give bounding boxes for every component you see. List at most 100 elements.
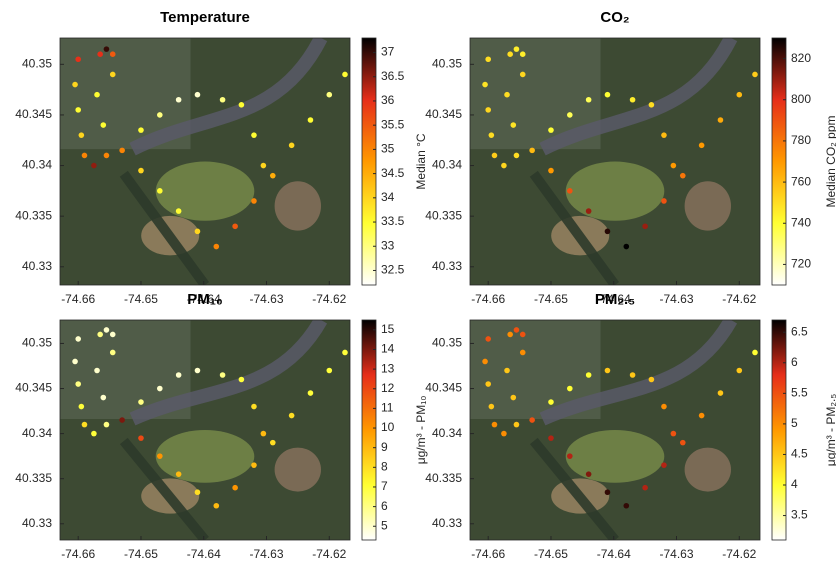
colorbar-tick-label: 35: [381, 142, 395, 156]
data-point: [261, 163, 267, 169]
data-point: [195, 229, 201, 235]
data-point: [680, 173, 686, 179]
field: [566, 430, 665, 483]
data-point: [520, 72, 526, 78]
y-tick-label: 40.33: [432, 259, 462, 273]
data-point: [504, 92, 510, 98]
x-tick-label: -74.63: [659, 292, 693, 306]
colorbar-tick-label: 9: [381, 440, 388, 454]
y-tick-label: 40.35: [22, 336, 52, 350]
y-tick-label: 40.35: [432, 56, 462, 70]
x-tick-label: -74.65: [534, 547, 568, 561]
data-point: [485, 381, 491, 387]
data-point: [504, 368, 510, 374]
data-point: [138, 127, 144, 133]
colorbar-tick-label: 34: [381, 190, 395, 204]
data-point: [104, 153, 110, 159]
data-point: [138, 399, 144, 405]
data-point: [605, 92, 611, 98]
data-point: [176, 208, 182, 214]
data-point: [736, 368, 742, 374]
data-point: [239, 102, 245, 108]
data-point: [529, 148, 535, 154]
y-tick-label: 40.34: [22, 426, 52, 440]
x-tick-label: -74.63: [249, 292, 283, 306]
data-point: [520, 51, 526, 57]
colorbar-tick-label: 6: [791, 355, 798, 369]
chart-title: CO₂: [600, 9, 629, 26]
data-point: [239, 377, 245, 383]
y-tick-label: 40.33: [22, 259, 52, 273]
data-point: [289, 143, 295, 149]
x-tick-label: -74.66: [61, 547, 95, 561]
colorbar-tick-label: 4: [791, 477, 798, 491]
data-point: [79, 132, 85, 138]
data-point: [220, 372, 226, 378]
data-point: [482, 82, 488, 88]
data-point: [529, 417, 535, 423]
data-point: [630, 372, 636, 378]
data-point: [699, 143, 705, 149]
data-point: [251, 132, 257, 138]
data-point: [507, 51, 513, 57]
data-point: [94, 368, 100, 374]
data-point: [72, 359, 78, 365]
chart-title: Temperature: [160, 9, 250, 26]
data-point: [195, 92, 201, 98]
data-point: [514, 46, 520, 52]
colorbar-tick-label: 4.5: [791, 447, 808, 461]
data-point: [492, 153, 498, 159]
y-tick-label: 40.335: [15, 471, 52, 485]
data-point: [94, 92, 100, 98]
data-point: [482, 359, 488, 365]
data-point: [97, 332, 103, 338]
data-point: [119, 417, 125, 423]
data-point: [605, 229, 611, 235]
data-point: [232, 485, 238, 491]
x-tick-label: -74.66: [471, 292, 505, 306]
data-point: [649, 102, 655, 108]
data-point: [507, 332, 513, 338]
data-point: [752, 350, 758, 356]
data-point: [514, 153, 520, 159]
y-tick-label: 40.35: [22, 56, 52, 70]
data-point: [261, 431, 267, 437]
colorbar: [772, 320, 786, 540]
data-point: [548, 435, 554, 441]
data-point: [661, 198, 667, 204]
data-point: [492, 422, 498, 428]
y-tick-label: 40.33: [432, 516, 462, 530]
colorbar-tick-label: 36: [381, 93, 395, 107]
x-tick-label: -74.62: [722, 547, 756, 561]
data-point: [138, 435, 144, 441]
x-tick-label: -74.63: [249, 547, 283, 561]
data-point: [119, 148, 125, 154]
x-tick-label: -74.62: [312, 547, 346, 561]
data-point: [548, 168, 554, 174]
page: Temperature40.3340.33540.3440.34540.35-7…: [0, 0, 836, 562]
data-point: [157, 453, 163, 459]
colorbar-tick-label: 37: [381, 45, 395, 59]
data-point: [752, 72, 758, 78]
map-background: [60, 320, 350, 540]
data-point: [72, 82, 78, 88]
data-point: [567, 386, 573, 392]
map-background: [60, 38, 350, 285]
x-tick-label: -74.65: [534, 292, 568, 306]
data-point: [661, 404, 667, 410]
data-point: [195, 368, 201, 374]
data-point: [82, 153, 88, 159]
colorbar-label: Median °C: [414, 133, 428, 189]
colorbar-tick-label: 3.5: [791, 508, 808, 522]
data-point: [195, 489, 201, 495]
data-point: [75, 56, 81, 62]
data-point: [251, 198, 257, 204]
colorbar-tick-label: 720: [791, 257, 811, 271]
x-tick-label: -74.65: [124, 292, 158, 306]
y-tick-label: 40.35: [432, 336, 462, 350]
colorbar-tick-label: 34.5: [381, 166, 405, 180]
data-point: [649, 377, 655, 383]
data-point: [91, 431, 97, 437]
data-point: [157, 112, 163, 118]
data-point: [110, 332, 116, 338]
